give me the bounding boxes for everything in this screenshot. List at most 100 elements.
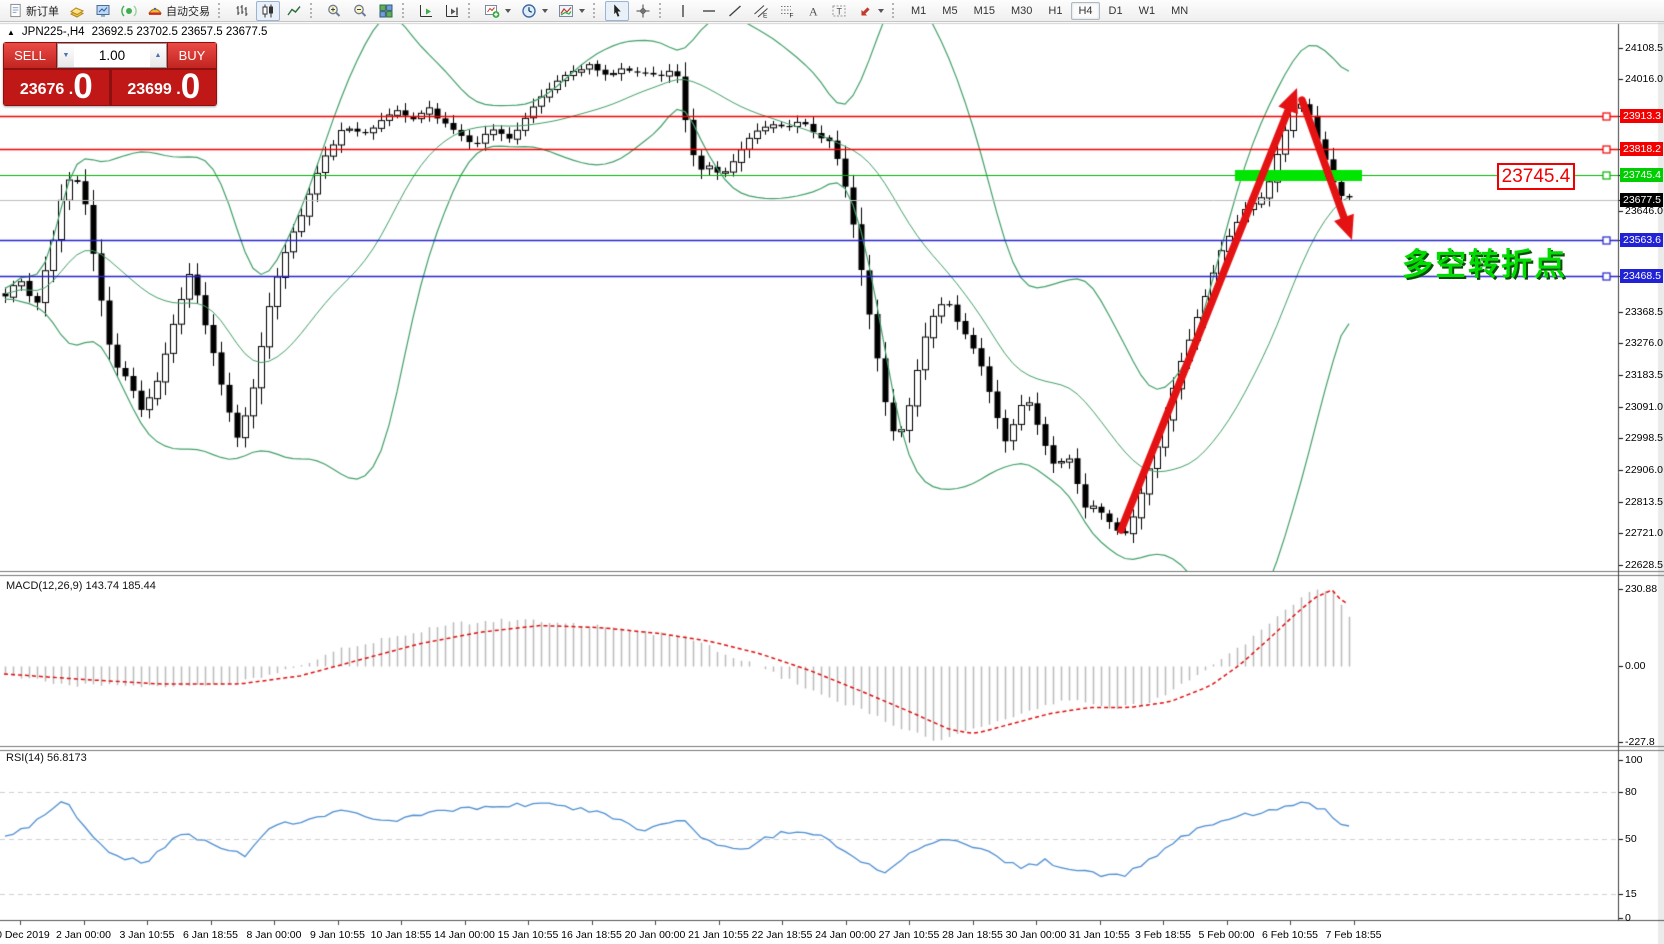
cursor-icon	[613, 4, 621, 17]
zoom-in-icon	[328, 4, 341, 17]
dropdown-caret	[505, 8, 511, 13]
signals-icon	[121, 5, 137, 16]
text-icon: A	[809, 4, 818, 18]
chart-profile-button[interactable]	[65, 1, 89, 21]
timeframe-m1[interactable]: M1	[904, 2, 933, 20]
toolbar-grip	[218, 3, 226, 18]
toolbar-grip	[310, 3, 318, 18]
price-annotation-box[interactable]: 23745.4	[1497, 163, 1575, 190]
new-order-icon	[10, 3, 21, 18]
svg-text:E: E	[763, 12, 768, 19]
symbol-name: JPN225-,H4	[21, 26, 85, 38]
turning-point-annotation[interactable]: 多空转折点	[1402, 247, 1567, 282]
text-button[interactable]: A	[801, 1, 825, 21]
horizontal-line-button[interactable]	[697, 1, 721, 21]
toolbar-grip	[659, 3, 667, 18]
candlestick-chart-button[interactable]	[256, 0, 280, 21]
cursor-button[interactable]	[605, 0, 629, 21]
equidistant-channel-icon: E	[754, 4, 768, 19]
sell-price-button[interactable]: 23676 .0	[4, 67, 109, 106]
timeframe-m15[interactable]: M15	[967, 2, 1002, 20]
timeframe-h4[interactable]: H4	[1071, 1, 1100, 20]
horizontal-line-icon	[703, 9, 715, 12]
vertical-line-button[interactable]	[671, 1, 695, 21]
vertical-line-icon	[682, 4, 684, 17]
rsi-value: 56.8173	[46, 752, 87, 764]
tile-windows-button[interactable]	[374, 1, 398, 21]
new-order-button[interactable]: 新订单	[4, 1, 63, 21]
arrows-button[interactable]	[853, 1, 888, 21]
buy-price-button[interactable]: 23699 .0	[111, 67, 216, 106]
timeframe-m5[interactable]: M5	[935, 2, 964, 20]
periods-icon	[522, 3, 536, 18]
trendline-button[interactable]	[723, 1, 747, 21]
rsi-name: RSI(14)	[6, 752, 44, 764]
crosshair-icon	[636, 4, 650, 17]
svg-text:T: T	[837, 6, 843, 16]
volume-increase-button[interactable]: ▲	[150, 44, 166, 67]
autoscroll-icon	[420, 4, 432, 17]
trade-panel-price-row: 23676 .0 23699 .0	[4, 67, 216, 106]
crosshair-button[interactable]	[631, 1, 655, 21]
timeframe-h1[interactable]: H1	[1041, 2, 1069, 20]
autotrade-label: 自动交易	[166, 5, 210, 18]
toolbar-grip	[402, 3, 410, 18]
volume-input[interactable]: 1.00	[98, 48, 126, 63]
new-order-label: 新订单	[26, 5, 59, 18]
autoscroll-button[interactable]	[414, 1, 438, 21]
svg-text:F: F	[790, 12, 794, 19]
timeframe-w1[interactable]: W1	[1132, 2, 1163, 20]
symbol-info: ▲ JPN225-,H4 23692.5 23702.5 23657.5 236…	[7, 26, 267, 38]
macd-values: 143.74 185.44	[85, 580, 156, 592]
tile-windows-icon	[379, 4, 393, 18]
arrows-icon	[861, 6, 870, 16]
timeframe-d1[interactable]: D1	[1102, 2, 1130, 20]
periods-button[interactable]	[517, 1, 552, 21]
sell-price-big-digit: 0	[73, 67, 93, 106]
buy-price-main: 23699 .	[127, 81, 181, 98]
trendline-icon	[729, 4, 741, 17]
svg-text:A: A	[809, 4, 818, 18]
dropdown-caret	[878, 8, 884, 13]
chart-shift-icon	[446, 4, 458, 17]
zoom-out-button[interactable]	[348, 1, 372, 21]
indicators-button[interactable]	[554, 1, 589, 21]
dropdown-caret	[579, 8, 585, 13]
sell-price-main: 23676 .	[19, 81, 74, 98]
fibonacci-button[interactable]: F	[775, 1, 799, 21]
signals-button[interactable]	[117, 1, 141, 21]
text-label-icon: T	[832, 5, 846, 16]
market-watch-icon	[96, 4, 110, 17]
text-label-button[interactable]: T	[827, 1, 851, 21]
collapse-icon[interactable]: ▲	[7, 27, 15, 37]
toolbar: 新订单 自动交易	[0, 0, 1664, 22]
indicators-icon	[559, 4, 573, 17]
fibonacci-icon: F	[781, 5, 794, 19]
autotrade-icon	[147, 7, 163, 15]
new-chart-button[interactable]	[480, 1, 515, 21]
buy-button[interactable]: BUY	[168, 43, 216, 68]
market-watch-button[interactable]	[91, 1, 115, 21]
chart-canvas[interactable]	[0, 22, 1664, 944]
macd-name: MACD(12,26,9)	[6, 580, 83, 592]
timeframe-mn[interactable]: MN	[1164, 2, 1195, 20]
timeframe-m30[interactable]: M30	[1004, 2, 1039, 20]
line-chart-icon	[287, 5, 301, 15]
sell-button[interactable]: SELL	[4, 43, 56, 68]
candlestick-chart-icon	[262, 4, 273, 17]
bars-chart-icon	[236, 4, 248, 16]
bars-chart-button[interactable]	[230, 1, 254, 21]
autotrade-button[interactable]: 自动交易	[143, 1, 214, 21]
toolbar-grip	[468, 3, 476, 18]
line-chart-button[interactable]	[282, 1, 306, 21]
toolbar-grip	[892, 3, 900, 18]
chart-shift-button[interactable]	[440, 1, 464, 21]
dropdown-caret	[542, 8, 548, 13]
rsi-indicator-label: RSI(14) 56.8173	[6, 752, 87, 764]
zoom-out-icon	[354, 4, 367, 17]
zoom-in-button[interactable]	[322, 1, 346, 21]
new-chart-icon	[485, 4, 500, 18]
volume-decrease-button[interactable]: ▼	[58, 44, 74, 67]
equidistant-channel-button[interactable]: E	[749, 1, 773, 21]
buy-price-big-digit: 0	[180, 67, 201, 106]
